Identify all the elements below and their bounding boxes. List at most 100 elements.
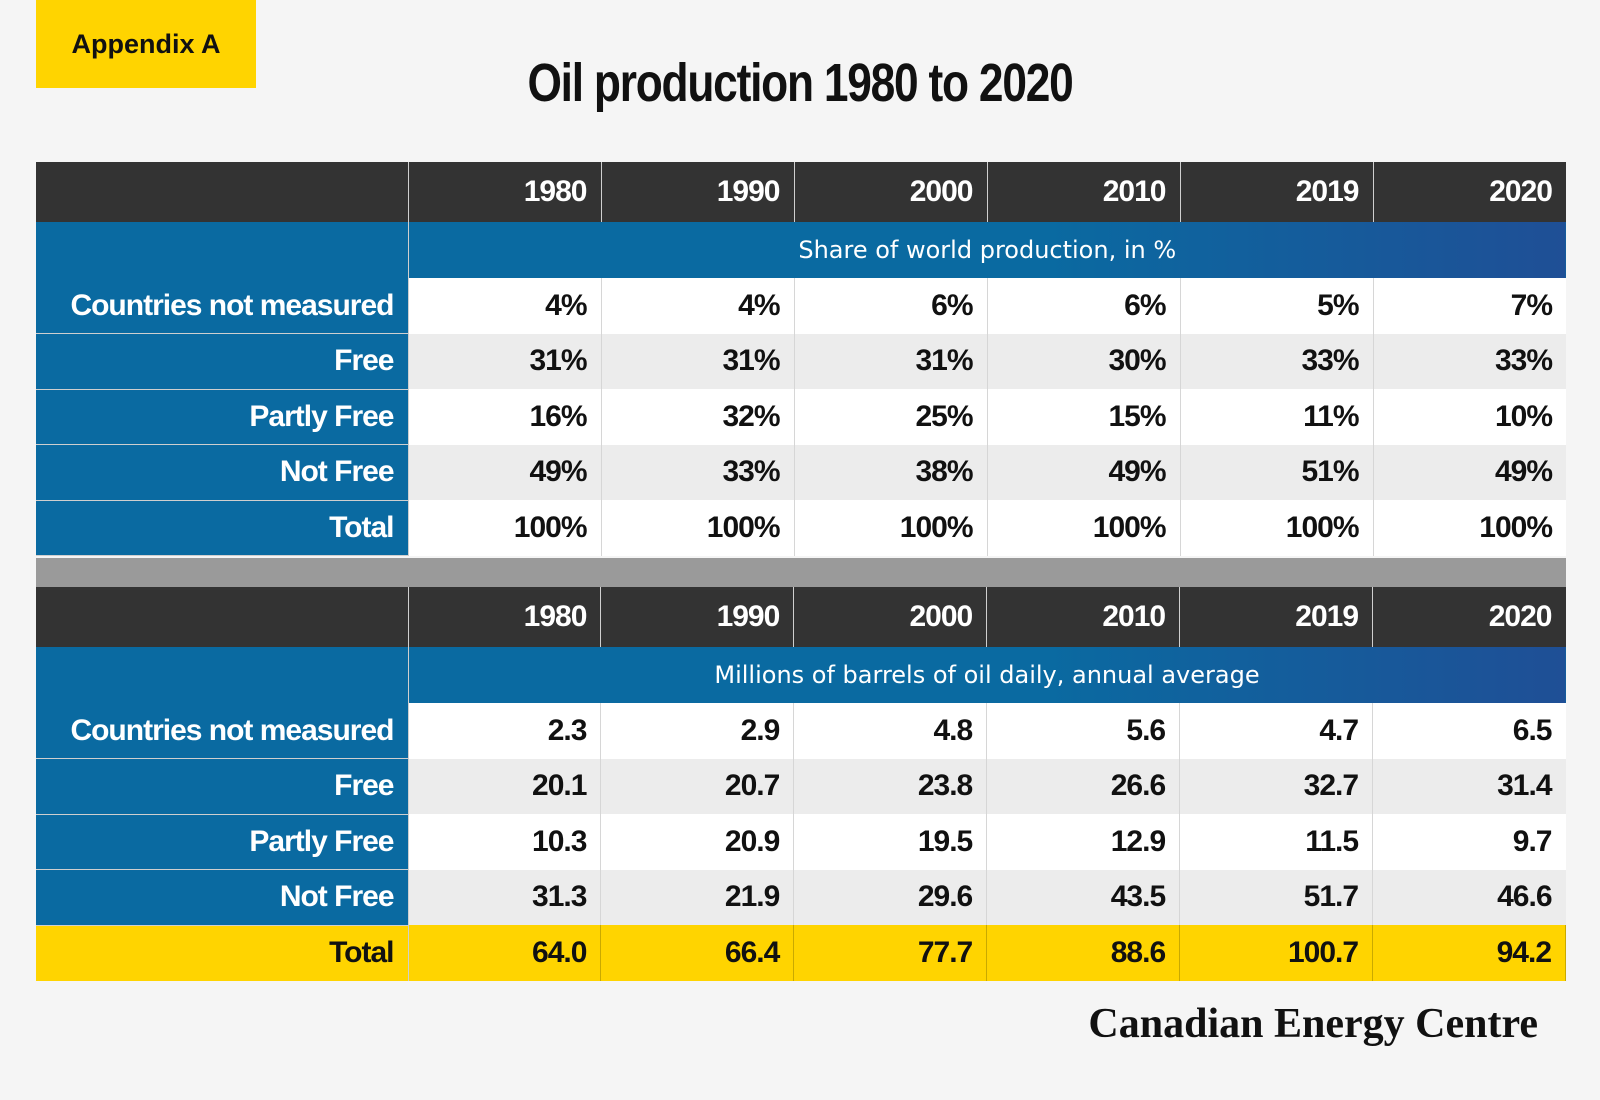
table-cell: 9.7 — [1372, 814, 1566, 870]
page-title: Oil production 1980 to 2020 — [527, 53, 1073, 113]
table-row: Not Free 31.3 21.9 29.6 43.5 51.7 46.6 — [36, 869, 1566, 926]
table-cell: 25% — [794, 389, 988, 445]
table-row: Not Free 49% 33% 38% 49% 51% 49% — [36, 444, 1566, 501]
table-cell: 100% — [987, 500, 1181, 556]
table-cell: 20.7 — [600, 758, 795, 814]
subtitle-row: Share of world production, in % — [36, 222, 1566, 278]
table-cell: 11.5 — [1179, 814, 1374, 870]
table-cell: 32.7 — [1179, 758, 1374, 814]
header-corner — [36, 587, 409, 647]
row-label: Free — [36, 758, 409, 815]
year-header-2019: 2019 — [1180, 162, 1374, 222]
table-cell: 33% — [601, 444, 795, 500]
table-cell: 6% — [794, 278, 988, 334]
table-cell: 49% — [987, 444, 1181, 500]
table-cell: 4.8 — [793, 703, 988, 759]
table-cell: 77.7 — [793, 925, 988, 981]
table-cell: 10.3 — [408, 814, 602, 870]
table-cell: 66.4 — [600, 925, 795, 981]
table-row: Partly Free 10.3 20.9 19.5 12.9 11.5 9.7 — [36, 814, 1566, 870]
table-cell: 6.5 — [1372, 703, 1566, 759]
table-row: Partly Free 16% 32% 25% 15% 11% 10% — [36, 389, 1566, 445]
table-cell: 2.9 — [600, 703, 795, 759]
table-cell: 49% — [1373, 444, 1566, 500]
table-row: Total 100% 100% 100% 100% 100% 100% — [36, 500, 1566, 556]
subtitle-corner — [36, 222, 409, 278]
row-label: Total — [36, 500, 409, 556]
table-cell: 5% — [1180, 278, 1374, 334]
header-corner — [36, 162, 409, 222]
table-cell: 31% — [408, 333, 602, 389]
table-cell: 4% — [601, 278, 795, 334]
table-cell: 6% — [987, 278, 1181, 334]
table-cell: 30% — [987, 333, 1181, 389]
row-label: Free — [36, 333, 409, 390]
year-header-2010: 2010 — [987, 162, 1181, 222]
table-cell: 15% — [987, 389, 1181, 445]
table-cell: 33% — [1180, 333, 1374, 389]
table-cell: 19.5 — [793, 814, 988, 870]
table-cell: 2.3 — [408, 703, 602, 759]
table-cell: 12.9 — [986, 814, 1181, 870]
table-cell: 38% — [794, 444, 988, 500]
year-header-2000: 2000 — [793, 587, 988, 647]
table-cell: 16% — [408, 389, 602, 445]
year-header-1990: 1990 — [600, 587, 795, 647]
table-cell: 88.6 — [986, 925, 1181, 981]
subtitle-corner — [36, 647, 409, 703]
row-label: Partly Free — [36, 814, 409, 870]
table-cell: 100.7 — [1179, 925, 1374, 981]
table-row: Free 31% 31% 31% 30% 33% 33% — [36, 333, 1566, 390]
year-header-2020: 2020 — [1373, 162, 1566, 222]
table-cell: 31.3 — [408, 869, 602, 925]
table-cell: 32% — [601, 389, 795, 445]
row-label: Countries not measured — [36, 703, 409, 759]
table-subtitle: Millions of barrels of oil daily, annual… — [408, 647, 1566, 703]
year-header-2019: 2019 — [1179, 587, 1374, 647]
year-header-1980: 1980 — [408, 162, 602, 222]
row-label: Not Free — [36, 444, 409, 501]
barrels-table: 1980 1990 2000 2010 2019 2020 Millions of barr… — [36, 587, 1566, 981]
table-cell: 31% — [601, 333, 795, 389]
table-cell: 64.0 — [408, 925, 602, 981]
table-cell: 46.6 — [1372, 869, 1566, 925]
year-header-2000: 2000 — [794, 162, 988, 222]
table-cell: 5.6 — [986, 703, 1181, 759]
year-header-2020: 2020 — [1372, 587, 1566, 647]
table-subtitle: Share of world production, in % — [408, 222, 1566, 278]
table-row: Countries not measured 4% 4% 6% 6% 5% 7% — [36, 278, 1566, 334]
table-cell: 29.6 — [793, 869, 988, 925]
year-header-row: 1980 1990 2000 2010 2019 2020 — [36, 587, 1566, 647]
table-cell: 94.2 — [1372, 925, 1566, 981]
table-cell: 43.5 — [986, 869, 1181, 925]
table-cell: 11% — [1180, 389, 1374, 445]
table-cell: 4% — [408, 278, 602, 334]
table-row: Free 20.1 20.7 23.8 26.6 32.7 31.4 — [36, 758, 1566, 815]
table-divider — [36, 558, 1566, 587]
table-cell: 100% — [794, 500, 988, 556]
table-cell: 23.8 — [793, 758, 988, 814]
table-cell: 20.9 — [600, 814, 795, 870]
appendix-badge: Appendix A — [36, 0, 256, 88]
table-cell: 33% — [1373, 333, 1566, 389]
table-cell: 51.7 — [1179, 869, 1374, 925]
table-cell: 10% — [1373, 389, 1566, 445]
table-cell: 20.1 — [408, 758, 602, 814]
table-cell: 51% — [1180, 444, 1374, 500]
table-cell: 31.4 — [1372, 758, 1566, 814]
table-row: Total 64.0 66.4 77.7 88.6 100.7 94.2 — [36, 925, 1566, 981]
row-label: Countries not measured — [36, 278, 409, 334]
row-label: Partly Free — [36, 389, 409, 445]
table-cell: 100% — [408, 500, 602, 556]
year-header-1980: 1980 — [408, 587, 602, 647]
row-label: Not Free — [36, 869, 409, 926]
table-cell: 4.7 — [1179, 703, 1374, 759]
table-cell: 21.9 — [600, 869, 795, 925]
year-header-1990: 1990 — [601, 162, 795, 222]
table-row: Countries not measured 2.3 2.9 4.8 5.6 4.7 6.5 — [36, 703, 1566, 759]
table-cell: 49% — [408, 444, 602, 500]
table-cell: 31% — [794, 333, 988, 389]
year-header-row: 1980 1990 2000 2010 2019 2020 — [36, 162, 1566, 222]
table-cell: 100% — [1373, 500, 1566, 556]
table-cell: 26.6 — [986, 758, 1181, 814]
